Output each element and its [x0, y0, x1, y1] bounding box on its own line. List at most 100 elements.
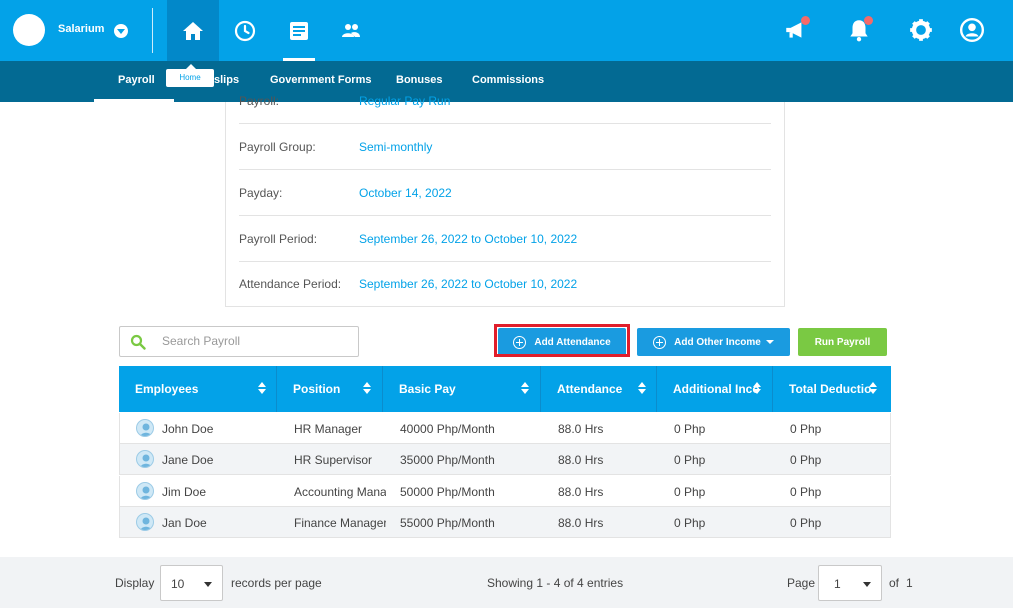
notification-dot — [864, 16, 873, 25]
document-icon — [290, 21, 308, 40]
table-row[interactable]: John Doe HR Manager 40000 Php/Month 88.0… — [119, 413, 891, 444]
avatar — [136, 482, 154, 500]
info-label: Payroll Group: — [239, 140, 316, 154]
attendance-cell: 88.0 Hrs — [558, 422, 604, 436]
announcements-button[interactable] — [781, 15, 811, 45]
divider — [152, 8, 153, 53]
search-input[interactable] — [162, 334, 342, 348]
chevron-down-icon[interactable] — [114, 24, 128, 38]
info-value: Semi-monthly — [359, 140, 433, 154]
total-pages: 1 — [906, 576, 913, 590]
position-cell: HR Supervisor — [294, 453, 373, 467]
deductions-cell: 0 Php — [790, 485, 822, 499]
header-label: Basic Pay — [399, 382, 456, 396]
caret-down-icon — [765, 340, 774, 344]
plus-circle-icon — [513, 335, 527, 349]
tab-government-forms[interactable]: Government Forms — [270, 74, 372, 86]
info-row-attendance-period: Attendance Period: September 26, 2022 to… — [239, 261, 771, 307]
header-label: Additional Inco — [673, 382, 760, 396]
tab-bonuses[interactable]: Bonuses — [396, 74, 443, 86]
header-label: Employees — [135, 382, 199, 396]
column-header-employees[interactable]: Employees — [119, 366, 277, 412]
additional-income-cell: 0 Php — [674, 453, 706, 467]
table-row[interactable]: Jim Doe Accounting Mana 50000 Php/Month … — [119, 476, 891, 507]
add-attendance-button[interactable]: Add Attendance — [498, 328, 626, 356]
employee-name[interactable]: John Doe — [162, 422, 214, 436]
search-icon — [130, 334, 146, 350]
column-header-total-deductions[interactable]: Total Deductio — [773, 366, 891, 412]
sort-icon[interactable] — [521, 382, 529, 394]
gear-icon — [910, 19, 932, 41]
column-header-attendance[interactable]: Attendance — [541, 366, 657, 412]
button-label: Run Payroll — [814, 336, 871, 348]
avatar — [136, 513, 154, 531]
additional-income-cell: 0 Php — [674, 422, 706, 436]
attendance-cell: 88.0 Hrs — [558, 485, 604, 499]
nav-home-button[interactable] — [167, 0, 219, 61]
attendance-cell: 88.0 Hrs — [558, 516, 604, 530]
sort-icon[interactable] — [258, 382, 266, 394]
column-header-basic-pay[interactable]: Basic Pay — [383, 366, 541, 412]
table-row[interactable]: Jan Doe Finance Manager 55000 Php/Month … — [119, 507, 891, 538]
table-row[interactable]: Jane Doe HR Supervisor 35000 Php/Month 8… — [119, 444, 891, 475]
sort-icon[interactable] — [638, 382, 646, 394]
home-tooltip: Home — [166, 64, 214, 87]
deductions-cell: 0 Php — [790, 422, 822, 436]
add-other-income-button[interactable]: Add Other Income — [637, 328, 790, 356]
avatar — [136, 419, 154, 437]
info-label: Payroll Period: — [239, 232, 318, 246]
company-logo[interactable] — [13, 14, 45, 46]
of-label: of — [889, 576, 900, 590]
sort-icon[interactable] — [363, 382, 371, 394]
header-label: Position — [293, 382, 341, 396]
page-value: 1 — [834, 577, 841, 591]
clock-icon — [234, 20, 256, 41]
employee-name[interactable]: Jim Doe — [162, 485, 207, 499]
display-label: Display — [115, 576, 155, 590]
position-cell: HR Manager — [294, 422, 363, 436]
info-label: Payroll: — [239, 94, 280, 108]
employee-name[interactable]: Jane Doe — [162, 453, 214, 467]
attendance-cell: 88.0 Hrs — [558, 453, 604, 467]
deductions-cell: 0 Php — [790, 453, 822, 467]
megaphone-icon — [786, 22, 802, 38]
nav-time-button[interactable] — [219, 0, 271, 61]
nav-employees-button[interactable] — [325, 0, 377, 61]
settings-button[interactable] — [906, 15, 936, 45]
page-size-select[interactable]: 10 — [160, 565, 223, 601]
tab-payslips[interactable]: slips — [214, 74, 240, 86]
header-label: Attendance — [557, 382, 623, 396]
sub-navbar: Payroll slips Government Forms Bonuses C… — [0, 61, 1013, 102]
run-payroll-button[interactable]: Run Payroll — [798, 328, 887, 356]
caret-down-icon — [863, 582, 871, 587]
position-cell: Accounting Mana — [294, 485, 386, 499]
nav-payroll-button[interactable] — [273, 0, 325, 61]
highlight-box — [494, 324, 630, 357]
tab-payroll[interactable]: Payroll — [118, 74, 155, 86]
column-header-additional-income[interactable]: Additional Inco — [657, 366, 773, 412]
basic-pay-cell: 35000 Php/Month — [400, 453, 495, 467]
button-label: Add Attendance — [534, 336, 611, 348]
table-header: Employees Position Basic Pay Attendance … — [119, 366, 891, 412]
profile-button[interactable] — [957, 15, 987, 45]
page-select[interactable]: 1 — [818, 565, 882, 601]
info-label: Payday: — [239, 186, 283, 200]
avatar — [136, 450, 154, 468]
sort-icon[interactable] — [869, 382, 877, 394]
info-value: September 26, 2022 to October 10, 2022 — [359, 232, 578, 246]
employee-name[interactable]: Jan Doe — [162, 516, 207, 530]
tab-commissions[interactable]: Commissions — [472, 74, 545, 86]
basic-pay-cell: 40000 Php/Month — [400, 422, 495, 436]
page-label: Page — [787, 576, 816, 590]
info-value: Regular Pay Run — [359, 94, 451, 108]
info-label: Attendance Period: — [239, 277, 342, 291]
sort-icon[interactable] — [753, 382, 761, 394]
basic-pay-cell: 50000 Php/Month — [400, 485, 495, 499]
company-name[interactable]: Salarium — [58, 23, 105, 35]
column-header-position[interactable]: Position — [277, 366, 383, 412]
additional-income-cell: 0 Php — [674, 485, 706, 499]
notifications-button[interactable] — [844, 15, 874, 45]
additional-income-cell: 0 Php — [674, 516, 706, 530]
page-size-value: 10 — [171, 577, 185, 591]
deductions-cell: 0 Php — [790, 516, 822, 530]
